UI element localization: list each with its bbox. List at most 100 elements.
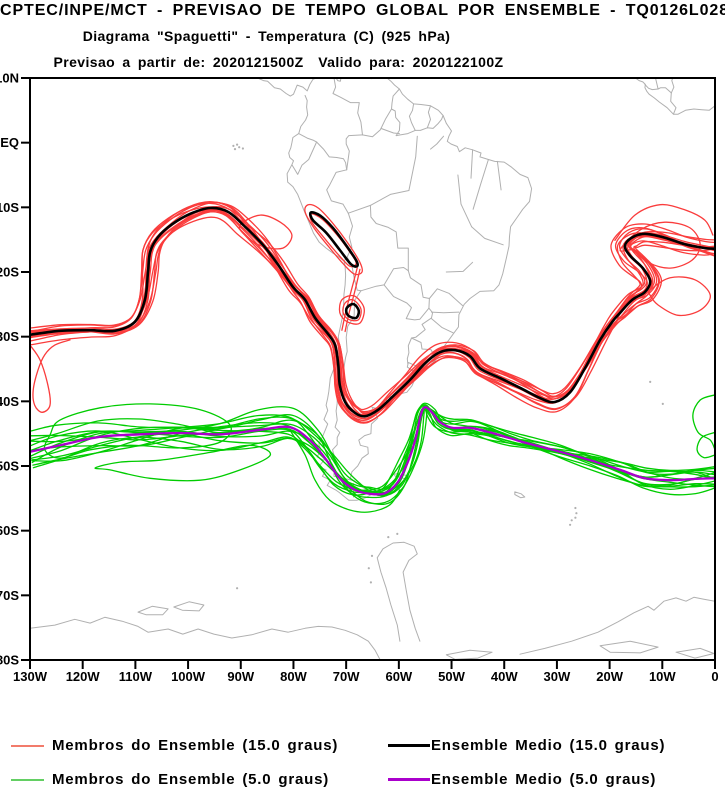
ensemble-member-5c-extra <box>692 394 715 451</box>
x-tick-label: 110W <box>119 669 153 684</box>
ensemble-member-15c-extra <box>238 214 293 250</box>
legend-label-mean-15: Ensemble Medio (15.0 graus) <box>431 737 666 754</box>
island-dot <box>570 519 573 522</box>
country-border <box>428 288 464 307</box>
country-border <box>316 141 348 171</box>
country-border <box>670 78 675 94</box>
coastline <box>634 78 715 115</box>
basemap-layer <box>30 78 715 660</box>
legend-line-mean-5-icon <box>388 778 430 781</box>
ensemble-member-5c-extra <box>696 431 715 459</box>
country-border <box>411 337 436 363</box>
ensemble-member-5c-extra <box>289 429 401 513</box>
country-border <box>657 87 672 94</box>
legend-label-members-5: Membros do Ensemble (5.0 graus) <box>52 771 330 788</box>
island-dot <box>232 144 235 147</box>
coastline <box>137 605 169 616</box>
country-border <box>496 160 502 191</box>
island-dot <box>236 587 239 590</box>
country-border <box>472 159 489 210</box>
country-border <box>655 78 659 90</box>
ensemble-member-5c <box>32 408 715 495</box>
country-border <box>347 204 409 272</box>
island-dot <box>574 506 577 510</box>
ensemble-member-15c <box>30 206 715 413</box>
ensemble-member-15c-extra <box>30 339 71 413</box>
legend-label-mean-5: Ensemble Medio (5.0 graus) <box>431 771 657 788</box>
island-dot <box>574 516 577 519</box>
country-border <box>445 261 474 273</box>
ensemble-member-15c <box>30 208 715 416</box>
y-tick-label: 30S <box>0 329 19 344</box>
island-dot <box>241 147 244 150</box>
ensemble-mean-15c-andes-loop <box>308 211 360 268</box>
legend-line-mean-15-icon <box>388 744 430 747</box>
plot-frame <box>29 77 716 661</box>
andes-member-loop-15c <box>304 203 364 276</box>
country-border <box>644 84 659 91</box>
legend-line-members-15-icon <box>11 745 44 747</box>
ensemble-member-15c <box>30 201 715 421</box>
country-border <box>431 318 454 334</box>
country-border <box>345 134 363 171</box>
country-border <box>326 169 349 214</box>
x-tick-label: 130W <box>13 669 48 684</box>
small-member-loop-15c <box>338 294 365 325</box>
x-tick-label: 20W <box>596 669 623 684</box>
island-dot <box>661 402 664 405</box>
coastline <box>675 647 715 659</box>
plot-area <box>30 78 715 660</box>
x-tick-label: 10W <box>649 669 676 684</box>
andes-member-connector-15c <box>344 268 361 333</box>
country-border <box>391 108 401 137</box>
ensemble-member-5c <box>30 408 715 505</box>
ensemble-member-15c <box>30 201 715 421</box>
x-tick-label: 90W <box>227 669 254 684</box>
island-dot <box>369 581 372 584</box>
country-border <box>670 92 677 115</box>
coastline <box>519 596 715 655</box>
ensemble-member-15c-extra <box>614 203 714 241</box>
ensemble-mean-15c-small-loop <box>344 302 361 320</box>
y-tick-label: EQ <box>0 135 19 150</box>
forecast-validity-line: Previsao a partir de: 2020121500Z Valido… <box>53 54 504 70</box>
country-border <box>362 108 392 138</box>
legend-label-members-15: Membros do Ensemble (15.0 graus) <box>52 737 339 754</box>
red-members-layer <box>30 201 715 424</box>
country-border <box>360 284 385 292</box>
ensemble-member-5c-extra <box>43 403 232 459</box>
ensemble-member-15c <box>30 208 715 414</box>
y-tick-label: 60S <box>0 523 19 538</box>
andes-member-connector-15c <box>341 267 358 331</box>
y-tick-label: 40S <box>0 394 19 409</box>
island-dot <box>236 143 239 146</box>
country-border <box>383 267 409 286</box>
coastline <box>376 541 421 642</box>
country-border <box>430 135 445 150</box>
country-border <box>408 103 416 131</box>
y-tick-label: 20S <box>0 265 19 280</box>
page-title: CPTEC/INPE/MCT - PREVISAO DE TEMPO GLOBA… <box>0 2 725 19</box>
country-border <box>426 105 431 129</box>
coastline <box>599 640 659 654</box>
ensemble-member-5c <box>31 408 715 491</box>
country-border <box>369 190 410 206</box>
island-dot <box>233 148 237 151</box>
spaghetti-map-canvas: 10N EQ 10S 20S 30S 40S 50S 60S 70S 80S130W 120W 110… <box>0 71 719 685</box>
y-tick-label: 70S <box>0 588 19 603</box>
ensemble-member-5c <box>30 404 715 494</box>
country-border <box>431 311 460 314</box>
ensemble-member-5c <box>30 407 715 505</box>
country-border <box>332 78 363 136</box>
y-tick-label: 10S <box>0 200 19 215</box>
x-tick-label: 100W <box>171 669 206 684</box>
chart-subtitle: Diagrama "Spaguetti" - Temperatura (C) (… <box>82 28 451 44</box>
country-border <box>411 307 434 339</box>
ensemble-member-15c <box>30 202 715 416</box>
coastline <box>173 601 205 612</box>
island-dot <box>387 536 390 539</box>
country-border <box>471 226 504 246</box>
island-dot <box>396 532 399 536</box>
ensemble-member-15c <box>30 206 715 417</box>
country-border <box>380 127 400 135</box>
